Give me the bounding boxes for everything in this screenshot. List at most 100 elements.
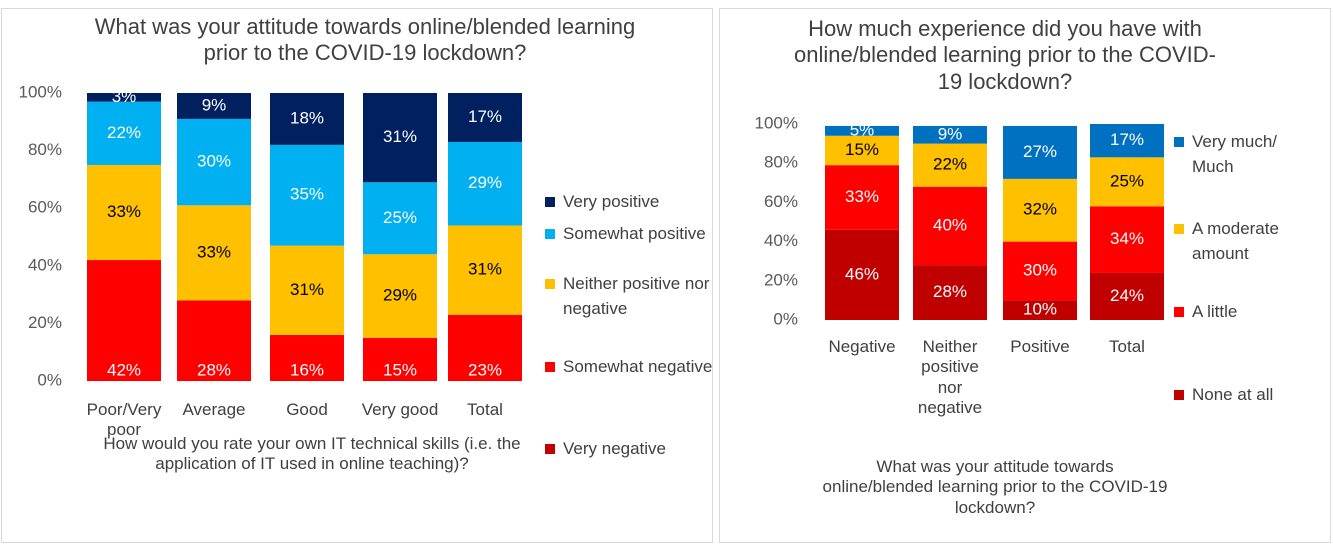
bar-segment <box>825 229 899 320</box>
data-label: 17% <box>468 107 502 126</box>
legend-item: Very negative <box>545 437 713 462</box>
bar-segment <box>1003 300 1077 320</box>
chart-title: How much experience did you have with on… <box>794 16 1216 94</box>
left-panel <box>1 8 713 543</box>
bar-segment <box>1003 125 1077 179</box>
bar-segment <box>270 334 344 381</box>
chart-title: What was your attitude towards online/bl… <box>94 14 636 66</box>
x-tick-label: Neither positive nor negative <box>917 337 983 418</box>
legend-label: None at all <box>1192 385 1274 404</box>
bar-segment <box>1090 272 1164 320</box>
bar-segment <box>825 165 899 230</box>
x-tick-label: Negative <box>828 337 896 356</box>
x-axis-title: What was your attitude towards online/bl… <box>822 457 1168 517</box>
legend-label: Somewhat positive <box>563 224 706 243</box>
legend-item: None at all <box>1174 383 1322 408</box>
bar-segment <box>270 245 344 335</box>
legend-swatch <box>545 279 555 289</box>
x-tick-label: Positive <box>1010 337 1070 356</box>
legend-label: A little <box>1192 302 1238 321</box>
legend-label: Very much/ Much <box>1192 132 1278 176</box>
legend-swatch <box>1174 390 1184 400</box>
x-tick-label: Total <box>467 400 503 419</box>
y-tick-label: 40% <box>28 255 62 274</box>
bar-segment <box>1003 241 1077 301</box>
legend-label: Very negative <box>563 439 667 458</box>
bar-segment <box>825 125 899 136</box>
data-label: 46% <box>845 264 879 283</box>
legend-swatch <box>545 444 555 454</box>
bar-segment <box>448 314 522 381</box>
x-tick-label: Total <box>1109 337 1145 356</box>
data-label: 25% <box>383 208 417 227</box>
x-axis-title: How would you rate your own IT technical… <box>103 434 521 474</box>
data-label: 3% <box>112 87 137 106</box>
legend-item: A little <box>1174 300 1322 325</box>
legend-swatch <box>545 197 555 207</box>
y-tick-label: 60% <box>28 198 62 217</box>
legend-item: Very positive <box>545 190 713 215</box>
data-label: 22% <box>107 123 141 142</box>
bar-segment <box>448 141 522 226</box>
bar-segment <box>87 93 161 102</box>
y-tick-label: 0% <box>773 309 798 328</box>
data-label: 33% <box>845 187 879 206</box>
bar-segment <box>363 93 437 183</box>
data-label: 28% <box>197 360 231 379</box>
bar-segment <box>1090 206 1164 273</box>
data-label: 27% <box>1023 142 1057 161</box>
y-tick-label: 80% <box>28 140 62 159</box>
bar-segment <box>448 225 522 315</box>
data-label: 5% <box>850 120 875 139</box>
legend-label: Somewhat negative <box>563 357 713 376</box>
legend-label: Very positive <box>563 192 660 211</box>
legend-label: A moderate amount <box>1192 219 1279 263</box>
data-label: 23% <box>468 360 502 379</box>
legend-item: Neither positive nor negative <box>545 272 713 321</box>
bar-segment <box>87 260 161 381</box>
x-tick-label: Good <box>286 400 328 419</box>
legend-swatch <box>1174 224 1184 234</box>
legend-swatch <box>1174 137 1184 147</box>
bar-segment <box>825 135 899 166</box>
bar-segment <box>270 144 344 246</box>
data-label: 9% <box>938 124 963 143</box>
bar-segment <box>177 93 251 119</box>
data-label: 34% <box>1110 229 1144 248</box>
legend-item: A moderate amount <box>1174 217 1322 266</box>
data-label: 24% <box>1110 286 1144 305</box>
data-label: 9% <box>202 95 227 114</box>
data-label: 17% <box>1110 130 1144 149</box>
bar-segment <box>448 93 522 142</box>
data-label: 31% <box>383 127 417 146</box>
legend-item: Very much/ Much <box>1174 130 1322 179</box>
bar-segment <box>177 300 251 381</box>
bar-segment <box>1090 124 1164 158</box>
bar-segment <box>913 143 987 187</box>
bar-segment <box>363 254 437 338</box>
bar-segment <box>1090 157 1164 207</box>
data-label: 32% <box>1023 200 1057 219</box>
y-tick-label: 80% <box>764 153 798 172</box>
data-label: 30% <box>197 152 231 171</box>
right-panel <box>719 8 1331 543</box>
data-label: 29% <box>383 286 417 305</box>
data-label: 10% <box>1023 300 1057 319</box>
data-label: 28% <box>933 282 967 301</box>
data-label: 15% <box>845 140 879 159</box>
bar-segment <box>363 337 437 381</box>
bar-segment <box>87 101 161 165</box>
bar-segment <box>913 186 987 266</box>
bar-segment <box>177 205 251 301</box>
y-tick-label: 100% <box>19 82 62 101</box>
data-label: 40% <box>933 215 967 234</box>
y-tick-label: 60% <box>764 192 798 211</box>
bar-segment <box>87 165 161 261</box>
data-label: 15% <box>383 360 417 379</box>
data-label: 29% <box>468 173 502 192</box>
legend-item: Somewhat positive <box>545 222 713 247</box>
data-label: 18% <box>290 108 324 127</box>
legend-swatch <box>1174 307 1184 317</box>
